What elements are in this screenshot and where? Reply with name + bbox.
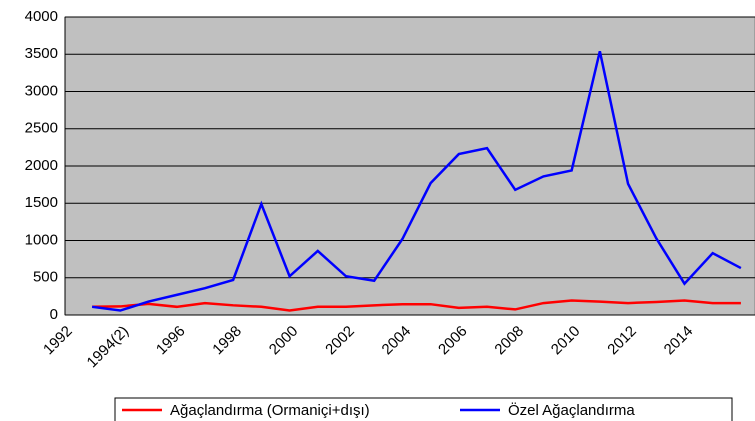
legend-label: Özel Ağaçlandırma bbox=[508, 401, 635, 419]
series-line bbox=[92, 299, 741, 312]
x-tick-label: 2004 bbox=[379, 323, 415, 359]
x-tick-label: 1992 bbox=[40, 323, 76, 359]
x-tick-label: 1998 bbox=[209, 323, 245, 359]
x-tick-label: 2012 bbox=[604, 323, 640, 359]
x-tick-label: 2000 bbox=[266, 323, 302, 359]
y-tick-label: 1500 bbox=[25, 194, 58, 211]
x-tick-label: 2014 bbox=[661, 323, 697, 359]
y-tick-label: 2500 bbox=[25, 120, 58, 137]
series-line bbox=[91, 50, 742, 312]
y-tick-label: 0 bbox=[50, 306, 58, 323]
y-tick-label: 3000 bbox=[25, 82, 58, 99]
x-tick-label: 1994(2) bbox=[84, 323, 133, 372]
x-tick-label: 2002 bbox=[322, 323, 358, 359]
y-tick-label: 500 bbox=[33, 269, 58, 286]
x-tick-label: 1996 bbox=[153, 323, 189, 359]
x-tick-label: 2010 bbox=[548, 323, 584, 359]
legend-box bbox=[114, 397, 733, 421]
x-tick-label: 2008 bbox=[491, 323, 527, 359]
y-tick-label: 2000 bbox=[25, 157, 58, 174]
legend-label: Ağaçlandırma (Ormaniçi+dışı) bbox=[170, 402, 370, 419]
y-tick-label: 3500 bbox=[25, 45, 58, 62]
y-tick-label: 4000 bbox=[25, 8, 58, 25]
x-tick-label: 2006 bbox=[435, 323, 471, 359]
y-tick-label: 1000 bbox=[25, 231, 58, 248]
